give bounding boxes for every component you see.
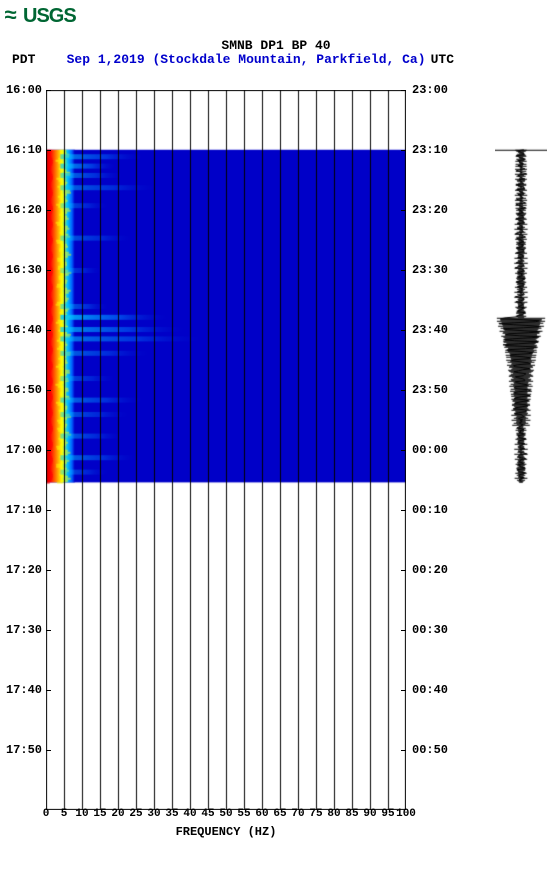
station-title: SMNB DP1 BP 40 bbox=[0, 38, 552, 53]
x-tick: 85 bbox=[345, 808, 358, 820]
y-tick-mark bbox=[401, 450, 406, 451]
y-tick-mark bbox=[46, 270, 51, 271]
y-tick-mark bbox=[46, 390, 51, 391]
x-tick: 65 bbox=[273, 808, 286, 820]
x-tick: 75 bbox=[309, 808, 322, 820]
logo-wave-icon: ≈ bbox=[4, 4, 13, 29]
y-tick-mark bbox=[401, 390, 406, 391]
location-label: (Stockdale Mountain, Parkfield, Ca) bbox=[152, 52, 425, 67]
y-tick-mark bbox=[46, 750, 51, 751]
x-tick: 90 bbox=[363, 808, 376, 820]
y-tick-left: 17:50 bbox=[6, 743, 42, 757]
y-tick-left: 16:00 bbox=[6, 83, 42, 97]
x-tick: 60 bbox=[255, 808, 268, 820]
y-tick-mark bbox=[46, 90, 51, 91]
y-tick-right: 00:00 bbox=[412, 443, 448, 457]
x-tick: 80 bbox=[327, 808, 340, 820]
x-tick: 35 bbox=[165, 808, 178, 820]
x-tick: 45 bbox=[201, 808, 214, 820]
y-tick-mark bbox=[46, 510, 51, 511]
y-tick-right: 23:10 bbox=[412, 143, 448, 157]
y-tick-right: 00:20 bbox=[412, 563, 448, 577]
y-tick-mark bbox=[46, 570, 51, 571]
y-tick-mark bbox=[401, 570, 406, 571]
x-tick: 70 bbox=[291, 808, 304, 820]
y-tick-mark bbox=[46, 630, 51, 631]
y-tick-left: 17:00 bbox=[6, 443, 42, 457]
y-tick-left: 17:10 bbox=[6, 503, 42, 517]
x-tick: 0 bbox=[43, 808, 50, 820]
y-tick-mark bbox=[46, 330, 51, 331]
y-tick-mark bbox=[401, 750, 406, 751]
y-tick-right: 23:40 bbox=[412, 323, 448, 337]
x-tick: 15 bbox=[93, 808, 106, 820]
x-tick: 30 bbox=[147, 808, 160, 820]
x-tick: 50 bbox=[219, 808, 232, 820]
y-tick-mark bbox=[401, 150, 406, 151]
y-tick-left: 17:30 bbox=[6, 623, 42, 637]
y-tick-left: 16:50 bbox=[6, 383, 42, 397]
date-location-line: PDT Sep 1,2019 (Stockdale Mountain, Park… bbox=[0, 52, 552, 67]
y-tick-left: 17:40 bbox=[6, 683, 42, 697]
y-tick-mark bbox=[401, 270, 406, 271]
y-tick-mark bbox=[46, 210, 51, 211]
spectrogram-canvas bbox=[46, 90, 406, 810]
y-tick-mark bbox=[46, 690, 51, 691]
y-tick-mark bbox=[46, 150, 51, 151]
x-axis-label: FREQUENCY (HZ) bbox=[46, 825, 406, 839]
x-tick: 20 bbox=[111, 808, 124, 820]
y-tick-mark bbox=[401, 330, 406, 331]
date-label: Sep 1,2019 bbox=[67, 52, 145, 67]
x-tick: 100 bbox=[396, 808, 416, 820]
y-tick-left: 17:20 bbox=[6, 563, 42, 577]
usgs-logo: ≈ USGS bbox=[4, 4, 76, 29]
y-tick-mark bbox=[401, 690, 406, 691]
x-tick: 95 bbox=[381, 808, 394, 820]
tz-left-label: PDT bbox=[12, 52, 35, 67]
y-tick-left: 16:40 bbox=[6, 323, 42, 337]
y-tick-right: 23:30 bbox=[412, 263, 448, 277]
y-tick-left: 16:20 bbox=[6, 203, 42, 217]
y-tick-mark bbox=[401, 510, 406, 511]
waveform-trace bbox=[495, 90, 547, 810]
y-tick-right: 23:20 bbox=[412, 203, 448, 217]
spectrogram-plot bbox=[46, 90, 406, 810]
y-tick-right: 23:00 bbox=[412, 83, 448, 97]
y-tick-mark bbox=[46, 450, 51, 451]
y-tick-left: 16:30 bbox=[6, 263, 42, 277]
y-tick-right: 00:50 bbox=[412, 743, 448, 757]
y-tick-right: 23:50 bbox=[412, 383, 448, 397]
y-tick-mark bbox=[401, 90, 406, 91]
logo-text: USGS bbox=[23, 5, 76, 28]
x-tick: 25 bbox=[129, 808, 142, 820]
y-tick-mark bbox=[401, 210, 406, 211]
y-tick-right: 00:30 bbox=[412, 623, 448, 637]
y-tick-left: 16:10 bbox=[6, 143, 42, 157]
y-tick-right: 00:40 bbox=[412, 683, 448, 697]
x-tick: 5 bbox=[61, 808, 68, 820]
x-tick: 10 bbox=[75, 808, 88, 820]
x-tick: 40 bbox=[183, 808, 196, 820]
y-tick-right: 00:10 bbox=[412, 503, 448, 517]
y-tick-mark bbox=[401, 630, 406, 631]
tz-right-label: UTC bbox=[431, 52, 552, 67]
x-tick: 55 bbox=[237, 808, 250, 820]
